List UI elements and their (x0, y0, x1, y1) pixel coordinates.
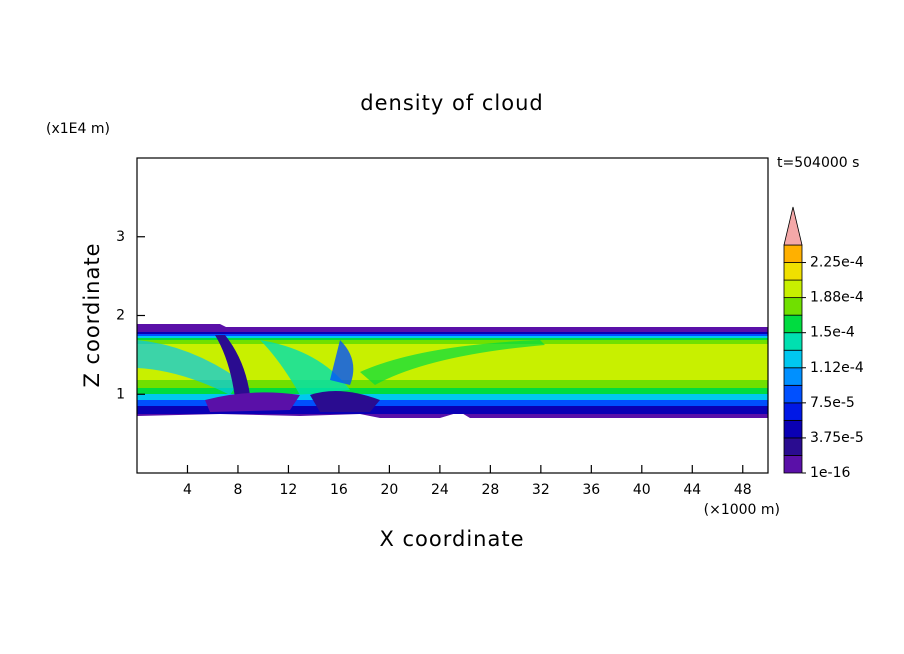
colorbar-tick-label: 1.5e-4 (810, 325, 855, 341)
colorbar-band (783, 419, 803, 439)
x-unit: (×1000 m) (704, 502, 780, 518)
x-tick-label: 28 (481, 482, 499, 498)
field-feature (205, 392, 300, 412)
x-tick-label: 20 (380, 482, 398, 498)
y-axis-label: Z coordinate (80, 242, 104, 387)
field-feature (215, 335, 250, 398)
x-tick-label: 32 (532, 482, 550, 498)
chart-title: density of cloud (360, 91, 543, 115)
field-feature (260, 340, 350, 395)
colorbar-band (783, 279, 803, 299)
y-tick-label: 3 (116, 229, 125, 245)
colorbar-band (783, 262, 803, 281)
colorbar-tick-label: 1e-16 (810, 465, 850, 481)
colorbar-tick-label: 1.12e-4 (810, 360, 864, 376)
colorbar-band (783, 384, 803, 404)
field-edge (690, 322, 730, 326)
colorbar-tick-label: 7.5e-5 (810, 395, 855, 411)
field-edge (137, 324, 230, 329)
x-tick-label: 12 (280, 482, 298, 498)
x-tick-label: 36 (582, 482, 600, 498)
colorbar-tick-label: 1.88e-4 (810, 290, 864, 306)
x-tick-label: 16 (330, 482, 348, 498)
field-feature (330, 340, 354, 385)
x-tick-label: 44 (683, 482, 701, 498)
colorbar-band (783, 332, 803, 351)
y-tick-label: 2 (116, 308, 125, 324)
contour-field (137, 322, 768, 418)
colorbar-band (783, 402, 803, 421)
colorbar-band (783, 367, 803, 386)
x-tick-label: 48 (734, 482, 752, 498)
colorbar-band (783, 455, 803, 474)
x-tick-label: 40 (633, 482, 651, 498)
colorbar-band (783, 314, 803, 334)
x-tick-label: 8 (233, 482, 242, 498)
time-label: t=504000 s (777, 155, 859, 171)
colorbar-band (783, 297, 803, 316)
colorbar-band (783, 437, 803, 456)
colorbar-tick-label: 3.75e-5 (810, 430, 864, 446)
y-tick-label: 1 (116, 386, 125, 402)
colorbar-band (783, 349, 803, 369)
x-tick-label: 4 (183, 482, 192, 498)
colorbar-band (783, 244, 803, 263)
field-feature (360, 340, 545, 385)
field-feature (137, 340, 240, 395)
x-axis-label: X coordinate (379, 527, 524, 551)
y-unit: (x1E4 m) (46, 121, 110, 137)
field-feature (310, 391, 380, 412)
colorbar-tick-label: 2.25e-4 (810, 255, 864, 271)
colorbar-extend (783, 206, 803, 246)
x-tick-label: 24 (431, 482, 449, 498)
